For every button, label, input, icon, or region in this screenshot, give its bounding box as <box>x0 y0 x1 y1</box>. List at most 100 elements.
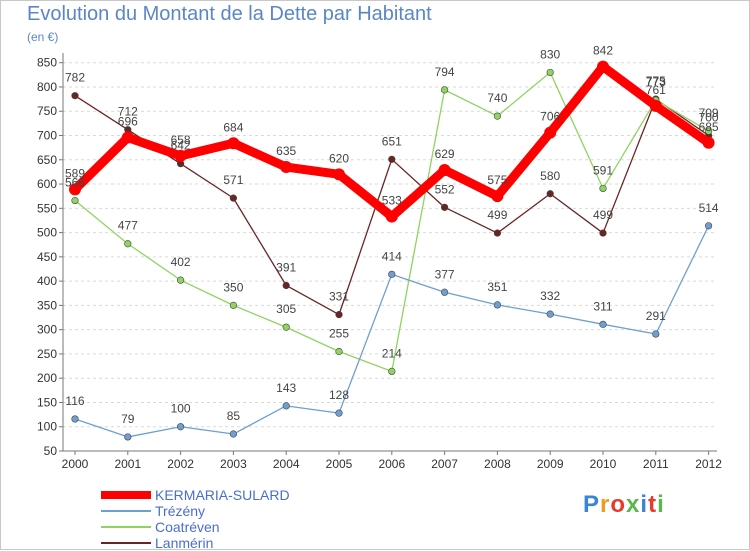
y-tick-label: 200 <box>37 371 57 385</box>
data-label: 684 <box>223 120 243 134</box>
data-point <box>71 196 79 205</box>
legend-item: KERMARIA-SULARD <box>101 487 361 503</box>
data-label: 782 <box>65 71 85 85</box>
data-point <box>546 68 554 77</box>
data-point <box>388 367 396 376</box>
data-point <box>546 190 554 198</box>
data-label: 706 <box>540 110 560 124</box>
data-label: 143 <box>276 381 296 395</box>
data-point <box>69 183 81 196</box>
data-point <box>124 433 132 441</box>
data-point <box>599 184 607 193</box>
data-label: 589 <box>65 166 85 180</box>
data-point <box>282 323 290 331</box>
data-point <box>441 288 449 296</box>
data-label: 291 <box>646 309 666 323</box>
data-label: 533 <box>382 194 402 208</box>
data-label: 311 <box>593 299 612 313</box>
data-point <box>333 168 345 181</box>
data-label: 575 <box>487 173 507 187</box>
data-point <box>493 229 502 237</box>
data-label: 658 <box>171 133 191 147</box>
data-point <box>124 240 132 248</box>
x-tick-label: 2011 <box>643 457 669 471</box>
data-point <box>441 86 449 94</box>
x-tick-label: 2005 <box>326 457 353 471</box>
data-label: 642 <box>171 139 191 153</box>
data-point <box>704 127 713 135</box>
data-label: 635 <box>276 144 296 158</box>
y-tick-label: 650 <box>37 153 57 167</box>
data-point <box>282 281 290 290</box>
data-label: 391 <box>276 260 296 274</box>
y-tick-label: 400 <box>37 274 57 288</box>
x-tick-label: 2001 <box>114 457 141 471</box>
x-tick-label: 2009 <box>537 457 564 471</box>
legend-label: KERMARIA-SULARD <box>155 487 290 503</box>
legend-swatch <box>101 526 151 528</box>
y-tick-label: 550 <box>37 201 57 215</box>
data-point <box>229 301 237 309</box>
legend: KERMARIA-SULARD Trézény Coatréven Lanmér… <box>101 487 361 551</box>
data-point <box>493 301 502 309</box>
data-label: 842 <box>593 44 613 58</box>
logo-letter: o <box>610 491 627 518</box>
data-point <box>649 99 662 112</box>
x-tick-label: 2008 <box>484 457 511 471</box>
data-label: 566 <box>65 176 85 190</box>
data-label: 514 <box>699 201 719 215</box>
data-point <box>335 409 343 417</box>
data-label: 696 <box>118 114 138 128</box>
logo-letter: i <box>657 491 665 518</box>
y-tick-label: 350 <box>37 298 57 312</box>
data-point <box>282 402 290 410</box>
x-tick-label: 2012 <box>695 457 722 471</box>
logo-letter: P <box>583 491 601 518</box>
data-label: 128 <box>329 388 349 402</box>
data-point <box>335 347 343 356</box>
data-label: 499 <box>593 208 613 222</box>
data-label: 402 <box>171 255 191 269</box>
data-label: 761 <box>646 83 666 97</box>
y-tick-label: 750 <box>37 104 57 118</box>
data-point <box>177 276 185 284</box>
data-label: 332 <box>540 289 560 303</box>
x-tick-label: 2006 <box>378 457 405 471</box>
logo-letter: x <box>626 491 641 518</box>
y-tick-label: 800 <box>37 80 57 94</box>
data-label: 794 <box>435 65 455 79</box>
data-point <box>493 112 502 120</box>
data-label: 773 <box>646 75 666 89</box>
plot-area <box>63 53 717 451</box>
x-tick-label: 2000 <box>62 457 89 471</box>
data-point <box>702 136 715 149</box>
data-label: 591 <box>593 163 613 177</box>
legend-swatch <box>101 510 151 512</box>
data-point <box>335 311 343 319</box>
data-label: 620 <box>329 151 349 165</box>
data-label: 830 <box>540 47 560 61</box>
y-tick-label: 300 <box>37 323 57 337</box>
data-point <box>652 330 660 338</box>
data-point <box>388 270 396 278</box>
chart-title: Evolution du Montant de la Dette par Hab… <box>27 3 432 25</box>
logo-letter: i <box>640 491 649 518</box>
legend-item: Lanmérin <box>101 535 361 551</box>
data-point <box>704 222 713 230</box>
legend-label: Trézény <box>155 503 206 519</box>
legend-label: Coatréven <box>155 519 220 535</box>
data-point <box>71 92 79 100</box>
data-label: 350 <box>223 280 243 294</box>
data-label: 255 <box>329 327 349 341</box>
data-point <box>491 190 504 203</box>
y-tick-label: 100 <box>37 420 57 434</box>
data-point <box>174 149 187 162</box>
y-tick-label: 500 <box>37 226 57 240</box>
legend-swatch <box>101 542 151 544</box>
data-label: 79 <box>121 412 135 426</box>
data-point <box>597 60 609 73</box>
data-point <box>71 415 79 423</box>
data-label: 477 <box>118 219 138 233</box>
